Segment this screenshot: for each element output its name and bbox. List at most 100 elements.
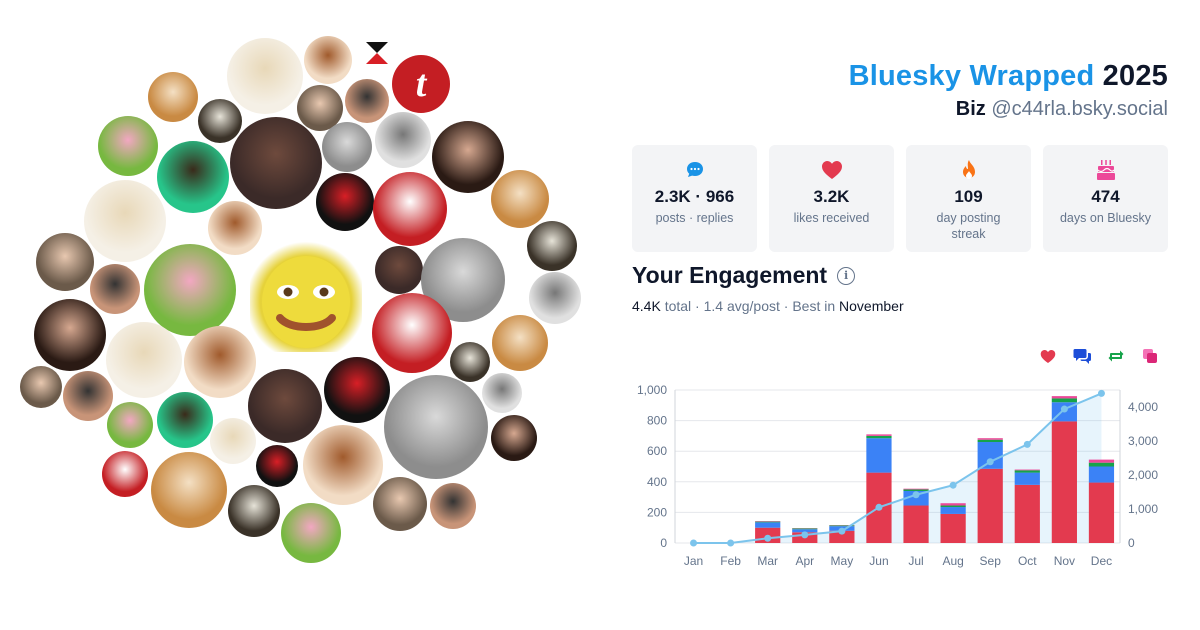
user-identity: Biz @c44rla.bsky.social bbox=[849, 96, 1168, 122]
x-tick-label: Jan bbox=[684, 554, 703, 568]
avatar bbox=[210, 418, 256, 464]
cumulative-point bbox=[1060, 405, 1068, 413]
avatar bbox=[432, 121, 504, 193]
cumulative-point bbox=[801, 531, 809, 539]
avatar bbox=[304, 36, 352, 84]
x-tick-label: Jun bbox=[869, 554, 888, 568]
bar-segment bbox=[977, 468, 1003, 543]
page-header: Bluesky Wrapped 2025 Biz @c44rla.bsky.so… bbox=[849, 58, 1168, 122]
avatar bbox=[491, 415, 537, 461]
stat-value: 2.3K · 966 bbox=[654, 187, 735, 206]
avatar bbox=[144, 244, 236, 336]
avatar bbox=[450, 342, 490, 382]
bar-segment bbox=[940, 507, 966, 514]
cumulative-point bbox=[949, 481, 957, 489]
y-tick-label: 800 bbox=[647, 414, 667, 428]
y-tick-label: 600 bbox=[647, 444, 667, 458]
avatar bbox=[373, 172, 447, 246]
stat-label: day posting streak bbox=[936, 211, 1001, 241]
avatar bbox=[20, 366, 62, 408]
bar-segment bbox=[792, 528, 818, 530]
avatar bbox=[230, 117, 322, 209]
x-tick-label: Oct bbox=[1018, 554, 1037, 568]
avatar: t bbox=[392, 55, 450, 113]
avatar bbox=[491, 170, 549, 228]
bar-segment bbox=[1051, 396, 1077, 399]
y2-tick-label: 2,000 bbox=[1128, 468, 1158, 482]
avatar bbox=[151, 452, 227, 528]
x-tick-label: Aug bbox=[942, 554, 963, 568]
engagement-title: Your Engagement bbox=[632, 262, 828, 288]
bar-segment bbox=[940, 513, 966, 543]
bar-segment bbox=[1051, 421, 1077, 543]
bar-segment bbox=[1088, 459, 1115, 463]
bar-segment bbox=[1014, 470, 1040, 473]
y-tick-label: 400 bbox=[647, 475, 667, 489]
avatar bbox=[228, 485, 280, 537]
stat-label: posts · replies bbox=[655, 211, 734, 225]
heart-icon[interactable] bbox=[1038, 346, 1058, 366]
bar-segment bbox=[866, 435, 892, 439]
avatar bbox=[148, 72, 198, 122]
avatar bbox=[364, 40, 390, 66]
avatar bbox=[297, 85, 343, 131]
avatar bbox=[529, 272, 581, 324]
avatar bbox=[98, 116, 158, 176]
quote-icon[interactable] bbox=[1140, 346, 1160, 366]
speech-bubble-icon bbox=[632, 159, 757, 181]
stats-row: 2.3K · 966 posts · replies 3.2K likes re… bbox=[632, 145, 1168, 252]
flame-icon bbox=[906, 159, 1031, 181]
avatar bbox=[375, 112, 431, 168]
engagement-best-prefix: · Best in bbox=[779, 298, 840, 314]
bar-segment bbox=[903, 490, 929, 506]
repost-icon[interactable] bbox=[1106, 346, 1126, 366]
bar-segment bbox=[940, 505, 966, 508]
stat-value: 474 bbox=[1091, 187, 1120, 206]
cumulative-point bbox=[838, 527, 846, 535]
bar-segment bbox=[940, 503, 966, 506]
avatar bbox=[250, 240, 362, 352]
avatar bbox=[34, 299, 106, 371]
bar-segment bbox=[1088, 482, 1115, 543]
bar-segment bbox=[1014, 469, 1040, 471]
x-tick-label: Mar bbox=[757, 554, 778, 568]
y2-tick-label: 4,000 bbox=[1128, 400, 1158, 414]
bar-segment bbox=[1088, 462, 1115, 467]
avatar bbox=[107, 402, 153, 448]
cake-icon bbox=[1043, 159, 1168, 181]
y2-tick-label: 1,000 bbox=[1128, 502, 1158, 516]
avatar bbox=[324, 357, 390, 423]
bar-segment bbox=[755, 521, 781, 523]
reply-bubbles-icon[interactable] bbox=[1072, 346, 1092, 366]
avatar bbox=[157, 141, 229, 213]
bar-segment bbox=[755, 522, 781, 528]
avatar bbox=[375, 246, 423, 294]
avatar bbox=[227, 38, 303, 114]
cumulative-point bbox=[1097, 389, 1105, 397]
info-icon[interactable]: i bbox=[837, 266, 856, 285]
cumulative-line bbox=[693, 392, 1102, 544]
avatar bbox=[198, 99, 242, 143]
avatar bbox=[281, 503, 341, 563]
y2-tick-label: 0 bbox=[1128, 536, 1135, 550]
avatar bbox=[248, 369, 322, 443]
bar-segment bbox=[866, 434, 892, 436]
avatar bbox=[90, 264, 140, 314]
stat-card-posts: 2.3K · 966 posts · replies bbox=[632, 145, 757, 252]
engagement-best-month: November bbox=[839, 298, 904, 314]
avatar bbox=[345, 79, 389, 123]
avatar bbox=[256, 445, 298, 487]
cumulative-point bbox=[764, 534, 772, 542]
avatar bbox=[482, 373, 522, 413]
stat-value: 109 bbox=[954, 187, 983, 206]
stat-card-days: 474 days on Bluesky bbox=[1043, 145, 1168, 252]
avatar bbox=[303, 425, 383, 505]
cumulative-point bbox=[1023, 440, 1031, 448]
brand-title: Bluesky Wrapped bbox=[848, 60, 1095, 92]
engagement-summary: 4.4K total · 1.4 avg/post · Best in Nove… bbox=[632, 298, 904, 314]
stat-card-streak: 109 day posting streak bbox=[906, 145, 1031, 252]
avatar bbox=[373, 477, 427, 531]
x-tick-label: Apr bbox=[795, 554, 814, 568]
bar-segment bbox=[903, 489, 929, 491]
y-tick-label: 200 bbox=[647, 505, 667, 519]
